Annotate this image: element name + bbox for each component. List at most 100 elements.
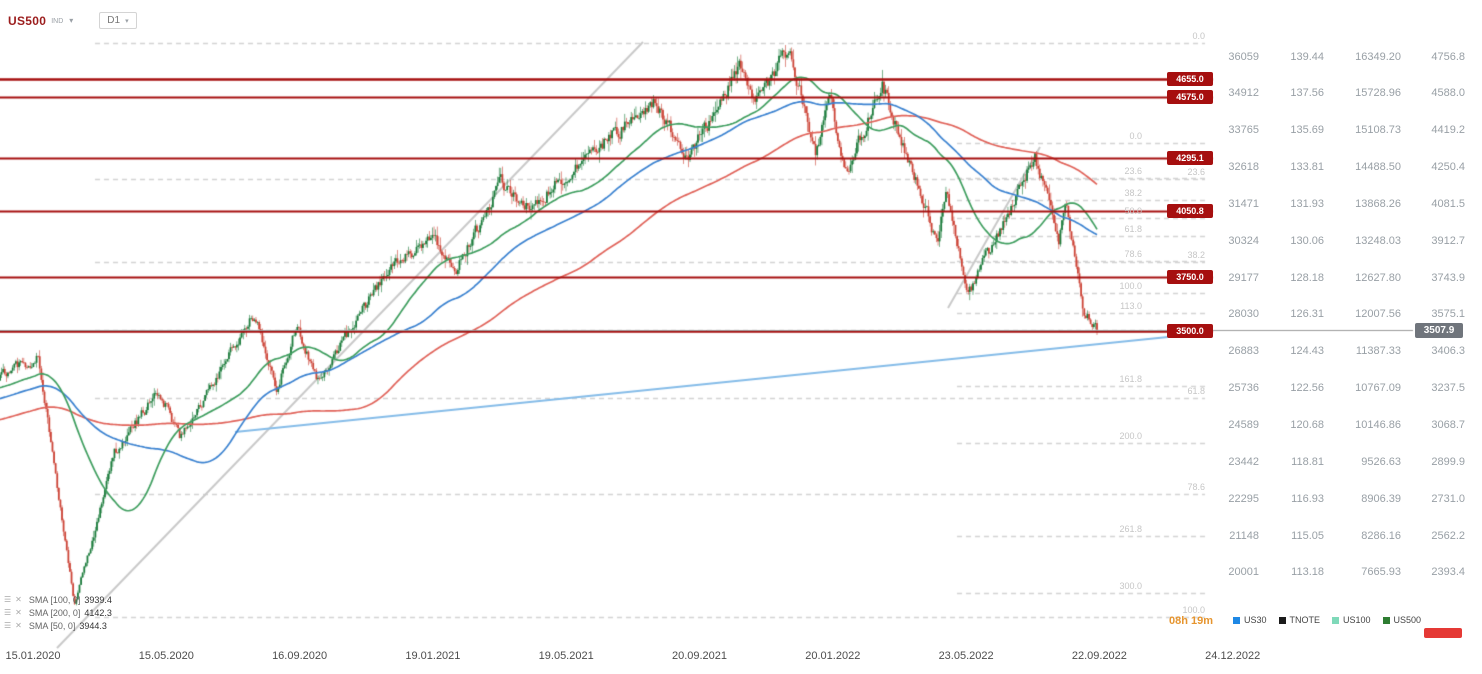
y-axis-value-tnote: 128.18 — [1290, 271, 1324, 284]
y-axis-value-us100: 9526.63 — [1361, 455, 1401, 468]
price-line-tag[interactable]: 3500.0 — [1167, 324, 1213, 339]
y-axis-value-us100: 10146.86 — [1355, 419, 1401, 432]
y-axis-value-us30: 31471 — [1228, 197, 1259, 210]
x-axis-label: 20.09.2021 — [671, 650, 728, 662]
symbol-name[interactable]: US500 — [8, 13, 47, 28]
indicator-label: SMA [100, 0] — [28, 595, 81, 605]
price-line-tag[interactable]: 4050.8 — [1167, 204, 1213, 219]
y-axis-value-us500: 2393.4 — [1431, 566, 1465, 579]
y-axis-value-us500: 3406.3 — [1431, 345, 1465, 358]
legend-item-tnote[interactable]: TNOTE — [1278, 615, 1321, 625]
y-axis-value-us100: 14488.50 — [1355, 161, 1401, 174]
y-axis-value-us30: 22295 — [1228, 492, 1259, 505]
legend-item-us500[interactable]: US500 — [1382, 615, 1422, 625]
price-line-tag[interactable]: 4295.1 — [1167, 150, 1213, 165]
y-axis-value-us100: 7665.93 — [1361, 566, 1401, 579]
x-axis-label: 19.01.2021 — [405, 650, 461, 662]
indicator-settings-icon[interactable]: ☰ — [4, 621, 12, 630]
indicator-remove-icon[interactable]: ✕ — [15, 608, 22, 617]
indicator-row: ☰ ✕ SMA [100, 0] 3939.4 — [4, 595, 112, 605]
y-axis-value-tnote: 135.69 — [1290, 124, 1324, 137]
indicator-settings-icon[interactable]: ☰ — [4, 595, 12, 604]
indicator-row: ☰ ✕ SMA [50, 0] 3944.3 — [4, 621, 107, 631]
y-axis-value-tnote: 122.56 — [1290, 382, 1324, 395]
chart-header: US500 IND ▾ D1 ▾ — [8, 12, 137, 29]
y-axis-value-tnote: 124.43 — [1290, 345, 1324, 358]
x-axis-label: 19.05.2021 — [538, 650, 594, 662]
x-axis-label: 23.05.2022 — [938, 650, 994, 662]
y-axis-value-tnote: 115.05 — [1291, 529, 1324, 542]
y-axis-value-us100: 8286.16 — [1361, 529, 1401, 542]
y-axis-value-us30: 21148 — [1229, 529, 1259, 542]
y-axis-value-us500: 3575.1 — [1431, 308, 1465, 321]
us500-active-marker[interactable] — [1424, 628, 1462, 638]
us100-swatch — [1332, 616, 1340, 624]
fib-level-label: 100.0 — [1119, 280, 1142, 291]
indicator-value: 3939.4 — [84, 595, 112, 605]
fib-level-label: 38.2 — [1187, 250, 1205, 261]
price-line-tag[interactable]: 3750.0 — [1167, 269, 1213, 284]
y-axis-value-us500: 2562.2 — [1431, 529, 1465, 542]
y-axis-value-us100: 10767.09 — [1355, 382, 1401, 395]
y-axis-value-tnote: 113.18 — [1291, 566, 1324, 579]
chevron-down-icon: ▾ — [125, 17, 129, 25]
y-axis-value-us30: 24589 — [1228, 419, 1259, 432]
x-axis-label: 16.09.2020 — [272, 650, 328, 662]
y-axis-value-us500: 4419.2 — [1431, 124, 1465, 137]
y-axis-value-us30: 34912 — [1228, 87, 1259, 100]
legend-item-us30[interactable]: US30 — [1233, 615, 1267, 625]
y-axis-value-tnote: 133.81 — [1290, 161, 1324, 174]
fib-level-label: 161.8 — [1119, 373, 1142, 384]
fib-level-label: 23.6 — [1187, 166, 1205, 177]
legend-label: TNOTE — [1289, 615, 1321, 625]
indicator-row: ☰ ✕ SMA [200, 0] 4142.3 — [4, 608, 112, 618]
y-axis-value-us500: 4756.8 — [1431, 50, 1465, 63]
y-axis-value-us100: 13248.03 — [1355, 234, 1401, 247]
price-line-tag[interactable]: 4575.0 — [1167, 89, 1213, 104]
price-line-tag[interactable]: 4655.0 — [1167, 72, 1213, 87]
y-axis-value-us100: 15108.73 — [1355, 124, 1401, 137]
legend-label: US500 — [1393, 615, 1422, 625]
fib-level-label: 23.6 — [1124, 166, 1142, 177]
fib-level-label: 261.8 — [1119, 523, 1142, 534]
y-axis-value-us100: 12627.80 — [1355, 271, 1401, 284]
legend-item-us100[interactable]: US100 — [1332, 615, 1371, 625]
chevron-down-icon[interactable]: ▾ — [69, 16, 74, 25]
fib-level-label: 38.2 — [1124, 188, 1142, 199]
timeframe-dropdown[interactable]: D1 ▾ — [99, 12, 137, 29]
indicator-value: 3944.3 — [79, 621, 107, 631]
y-axis-value-tnote: 120.68 — [1290, 419, 1324, 432]
y-axis-value-us500: 3912.7 — [1431, 234, 1465, 247]
indicator-value: 4142.3 — [84, 608, 112, 618]
instrument-legend: US30 TNOTE US100 US500 — [1233, 615, 1421, 625]
x-axis-label: 15.05.2020 — [138, 650, 194, 662]
y-axis-value-us30: 30324 — [1228, 234, 1259, 247]
y-axis-value-tnote: 118.81 — [1291, 455, 1324, 468]
legend-label: US100 — [1343, 615, 1371, 625]
indicator-remove-icon[interactable]: ✕ — [15, 595, 22, 604]
fib-level-label: 200.0 — [1119, 431, 1142, 442]
fib-level-label: 50.0 — [1124, 205, 1142, 216]
y-axis-value-us30: 25736 — [1228, 382, 1259, 395]
indicator-remove-icon[interactable]: ✕ — [15, 621, 22, 630]
y-axis-value-tnote: 139.44 — [1290, 50, 1324, 63]
y-axis-value-us500: 3237.5 — [1431, 382, 1465, 395]
indicator-settings-icon[interactable]: ☰ — [4, 608, 12, 617]
y-axis-value-us500: 3743.9 — [1431, 271, 1465, 284]
y-axis-value-tnote: 116.93 — [1291, 492, 1324, 505]
candle-time-remaining: 08h 19m — [1168, 615, 1213, 627]
x-axis-label: 22.09.2022 — [1071, 650, 1127, 662]
x-axis-label: 24.12.2022 — [1205, 650, 1261, 662]
fib-level-label: 100.0 — [1182, 604, 1205, 615]
fib-level-label: 0.0 — [1129, 130, 1142, 141]
fib-level-label: 61.8 — [1187, 385, 1205, 396]
y-axis-value-us100: 11387.33 — [1355, 345, 1401, 358]
y-axis-value-us30: 28030 — [1228, 308, 1259, 321]
us30-swatch — [1233, 616, 1240, 624]
fib-level-label: 61.8 — [1124, 223, 1142, 234]
y-axis-value-us100: 8906.39 — [1361, 492, 1401, 505]
x-axis-label: 20.01.2022 — [805, 650, 861, 662]
y-axis-value-tnote: 131.93 — [1290, 197, 1324, 210]
current-price-tag: 3507.9 — [1415, 322, 1463, 338]
